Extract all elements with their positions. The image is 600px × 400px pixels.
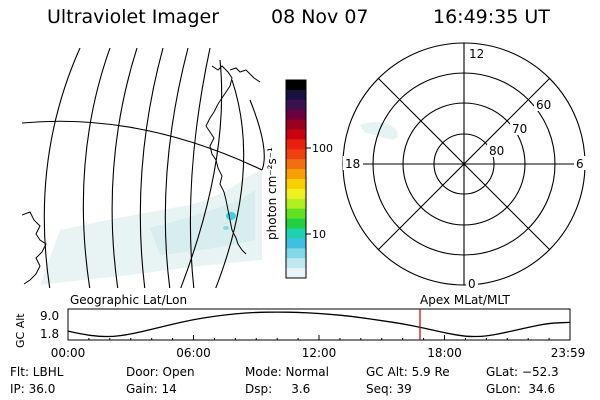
altitude-ytick-low: 1.8 <box>40 327 59 341</box>
colorbar-stripe <box>286 238 306 249</box>
lat-label-60: 60 <box>536 98 551 112</box>
aurora-emission <box>40 170 262 285</box>
glon-status: GLon: 34.6 <box>486 382 556 396</box>
colorbar: 100 10 photon cm⁻²s⁻¹ <box>265 79 333 279</box>
gc-alt-status: GC Alt: 5.9 Re <box>366 365 450 379</box>
colorbar-stripe <box>286 129 306 140</box>
altitude-xtick-1200: 12:00 <box>302 346 337 360</box>
mlt-label-12: 12 <box>469 47 484 61</box>
mlt-label-18: 18 <box>345 157 360 171</box>
lat-label-80: 80 <box>489 144 504 158</box>
colorbar-stripe <box>286 218 306 229</box>
altitude-xtick-2359: 23:59 <box>551 346 586 360</box>
dsp-status: Dsp: 3.6 <box>245 382 311 396</box>
lat-label-70: 70 <box>512 122 527 136</box>
date-label: 08 Nov 07 <box>271 6 369 28</box>
meridians <box>43 48 265 288</box>
colorbar-tick-label-10: 10 <box>312 228 326 241</box>
geographic-title: Geographic Lat/Lon <box>70 293 187 307</box>
altitude-plot: 9.0 1.8 GC Alt 00:00 06:00 12:00 18:00 2… <box>14 308 586 360</box>
colorbar-stripe <box>286 169 306 180</box>
colorbar-stripe <box>286 89 306 101</box>
altitude-xtick-1800: 18:00 <box>427 346 462 360</box>
colorbar-stripe <box>286 80 306 91</box>
polar-plot <box>342 42 586 286</box>
colorbar-stripe <box>286 198 306 210</box>
colorbar-tick-label-100: 100 <box>312 142 333 155</box>
mlt-label-0: 0 <box>468 277 476 291</box>
seq-status: Seq: 39 <box>366 382 412 396</box>
altitude-ytick-high: 9.0 <box>40 309 59 323</box>
altitude-xtick-0600: 06:00 <box>176 346 211 360</box>
colorbar-stripe <box>286 188 306 200</box>
colorbar-stripes <box>286 80 306 279</box>
colorbar-stripe <box>286 159 306 170</box>
gain-status: Gain: 14 <box>126 382 177 396</box>
geographic-map <box>22 48 265 288</box>
colorbar-stripe <box>286 228 306 239</box>
colorbar-stripe <box>286 109 306 121</box>
colorbar-label: photon cm⁻²s⁻¹ <box>265 147 279 240</box>
ip-status: IP: 36.0 <box>10 382 56 396</box>
colorbar-stripe <box>286 179 306 190</box>
polar-diagonal-2 <box>377 77 551 251</box>
time-label: 16:49:35 UT <box>433 6 550 28</box>
altitude-curve <box>67 311 570 338</box>
altitude-xticks <box>67 335 571 340</box>
coastline <box>22 65 261 285</box>
colorbar-stripe <box>286 258 306 269</box>
apex-title: Apex MLat/MLT <box>420 293 510 307</box>
mlt-label-6: 6 <box>576 157 584 171</box>
colorbar-stripe <box>286 208 306 220</box>
colorbar-stripe <box>286 248 306 259</box>
colorbar-stripe <box>286 149 306 160</box>
colorbar-stripe <box>286 139 306 150</box>
altitude-ylabel: GC Alt <box>14 313 27 348</box>
altitude-xtick-0000: 00:00 <box>51 346 86 360</box>
door-status: Door: Open <box>126 365 195 379</box>
mode-status: Mode: Normal <box>245 365 329 379</box>
latitude-line <box>22 120 263 171</box>
colorbar-stripe <box>286 99 306 111</box>
glat-status: GLat: −52.3 <box>486 365 559 379</box>
colorbar-stripe <box>286 268 306 279</box>
flt-status: Flt: LBHL <box>10 365 64 379</box>
instrument-title: Ultraviolet Imager <box>47 6 220 28</box>
colorbar-stripe <box>286 119 306 130</box>
